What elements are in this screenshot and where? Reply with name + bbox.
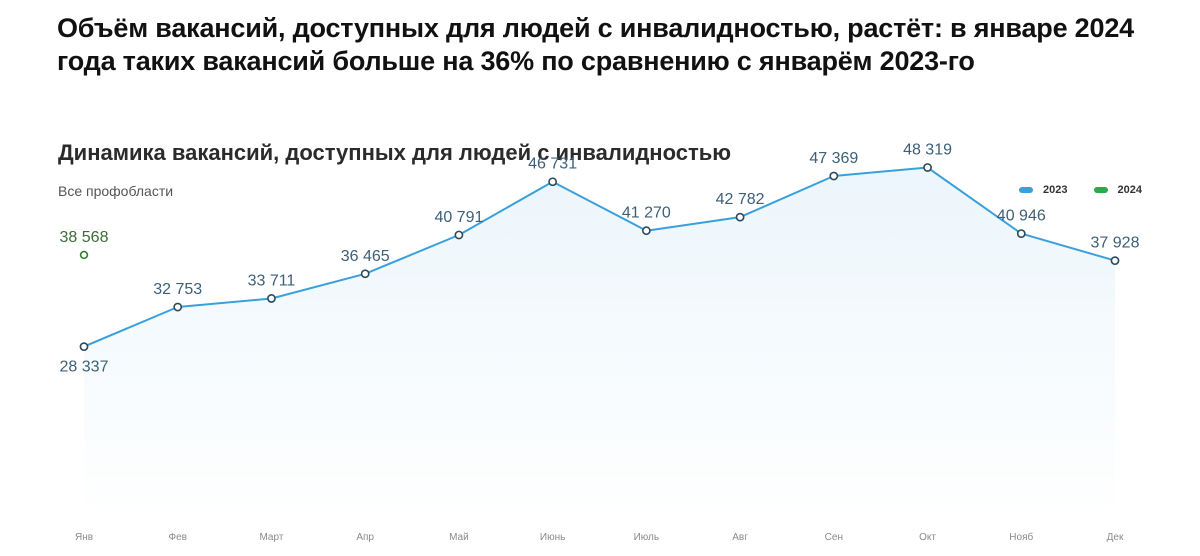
x-tick-label: Май	[449, 532, 469, 543]
data-label-2023: 32 753	[153, 281, 202, 298]
data-label-2023: 42 782	[716, 191, 765, 208]
legend-swatch-2023	[1019, 187, 1034, 193]
data-point-2023	[267, 294, 276, 303]
data-label-2023: 36 465	[341, 248, 390, 265]
data-label-2023: 40 791	[434, 209, 483, 226]
data-point-2024	[79, 250, 89, 260]
data-point-2023	[1110, 256, 1120, 266]
x-tick-label: Июль	[634, 532, 660, 543]
data-label-2023: 41 270	[622, 205, 671, 222]
x-tick-label: Нояб	[1009, 531, 1033, 543]
data-point-2023	[173, 302, 183, 312]
data-label-2024: 38 568	[60, 229, 109, 246]
x-tick-label: Фев	[168, 532, 186, 543]
area-fill-2023	[84, 167, 1115, 520]
data-point-2023	[641, 226, 651, 236]
data-point-2023	[79, 342, 89, 352]
x-tick-label: Дек	[1107, 532, 1124, 543]
data-point-2023	[923, 163, 932, 172]
data-point-2023	[454, 230, 464, 240]
data-label-2023: 37 928	[1091, 235, 1140, 252]
legend-label-2024: 2024	[1117, 184, 1142, 196]
data-label-2023: 46 731	[528, 156, 577, 173]
data-label-2023: 40 946	[997, 208, 1046, 225]
x-tick-label: Авг	[732, 532, 748, 543]
chart-subtitle: Все профобласти	[58, 183, 174, 199]
x-tick-label: Июнь	[540, 532, 565, 543]
legend-label-2023: 2023	[1043, 184, 1068, 196]
chart-title: Динамика вакансий, доступных для людей с…	[58, 140, 732, 165]
legend-item-2023[interactable]: 2023	[1019, 184, 1068, 196]
headline: Объём вакансий, доступных для людей с ин…	[57, 13, 1134, 76]
x-tick-label: Окт	[919, 532, 936, 543]
data-label-2023: 33 711	[248, 272, 296, 289]
legend-item-2024[interactable]: 2024	[1093, 184, 1142, 196]
legend: 2023 2024	[1019, 184, 1142, 196]
data-point-2023	[735, 212, 745, 222]
data-label-2023: 28 337	[60, 359, 109, 376]
x-tick-label: Сен	[825, 532, 843, 543]
data-point-2023	[1016, 229, 1026, 238]
x-tick-label: Март	[259, 532, 283, 543]
data-point-2023	[360, 269, 370, 279]
x-tick-label: Янв	[75, 532, 93, 543]
legend-swatch-2024	[1093, 187, 1108, 193]
data-label-2023: 47 369	[809, 150, 858, 167]
data-label-2023: 48 319	[903, 141, 952, 158]
data-point-2023	[548, 177, 558, 187]
series-line-2023	[83, 166, 1116, 348]
data-point-2023	[829, 171, 839, 181]
x-tick-label: Апр	[356, 532, 374, 543]
